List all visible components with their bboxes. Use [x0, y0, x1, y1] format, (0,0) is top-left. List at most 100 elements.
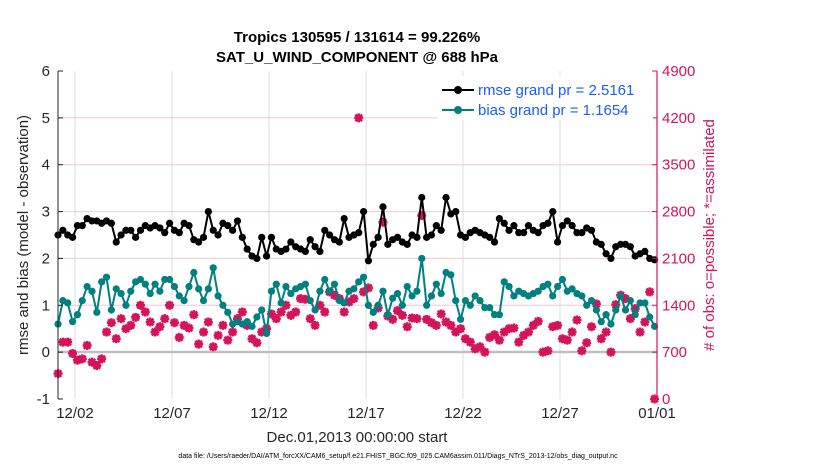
bias-point	[413, 287, 421, 295]
bias-point	[350, 285, 358, 293]
obs-possible-marker	[181, 322, 187, 328]
bias-point	[88, 287, 96, 295]
obs-count-point	[567, 327, 577, 337]
obs-possible-marker	[152, 329, 158, 335]
rmse-point	[306, 236, 314, 244]
obs-count-point	[620, 294, 630, 304]
obs-count-point	[237, 307, 247, 317]
obs-possible-marker	[608, 349, 614, 355]
bias-point	[136, 275, 145, 284]
x-tick-label: 12/02	[56, 405, 94, 422]
obs-possible-marker	[322, 309, 328, 315]
rmse-point	[597, 240, 605, 248]
bias-point	[204, 285, 212, 293]
obs-possible-marker	[448, 322, 454, 328]
ticks: -1 0 1 2 3 4 5 6 0 700 1400 2100 2800 3500 4200 4900 12/…	[37, 63, 696, 422]
obs-possible-marker	[278, 309, 284, 315]
obs-count-point	[368, 320, 378, 330]
obs-possible-marker	[317, 302, 323, 308]
obs-possible-marker	[598, 336, 604, 342]
obs-count-point	[582, 338, 592, 348]
obs-count-point	[465, 337, 475, 347]
bias-point	[379, 287, 387, 295]
rmse-point	[563, 217, 571, 225]
bias-point	[243, 318, 251, 326]
bias-point	[393, 289, 402, 298]
rmse-point	[253, 254, 261, 263]
obs-possible-marker	[492, 332, 498, 338]
bias-point	[287, 289, 295, 298]
legend-rmse-marker	[454, 86, 462, 94]
bias-point	[447, 271, 455, 279]
bias-point	[500, 278, 508, 286]
obs-count-point	[116, 314, 126, 324]
obs-possible-marker	[167, 302, 173, 308]
bias-point	[646, 313, 654, 321]
obs-possible-marker	[113, 336, 119, 342]
obs-count-point	[475, 342, 485, 352]
obs-possible-marker	[351, 296, 357, 302]
obs-count-point	[320, 307, 330, 317]
chart-subtitle: SAT_U_WIND_COMPONENT @ 688 hPa	[216, 49, 499, 66]
bias-point	[456, 315, 465, 323]
y2-tick-label: 700	[662, 344, 687, 361]
bias-point	[631, 311, 639, 319]
obs-count-point	[300, 294, 310, 304]
rmse-point	[185, 222, 193, 230]
obs-possible-marker	[647, 289, 653, 295]
obs-count-point	[165, 300, 175, 310]
obs-count-point	[572, 315, 582, 325]
obs-possible-marker	[414, 316, 420, 322]
bias-point	[272, 280, 280, 288]
rmse-point	[607, 254, 615, 263]
rmse-point	[214, 231, 222, 239]
obs-possible-marker	[365, 285, 371, 291]
rmse-point	[452, 207, 460, 216]
rmse-point	[161, 229, 169, 237]
obs-count-point	[160, 314, 170, 324]
bias-point	[505, 282, 513, 291]
rmse-point	[229, 226, 237, 234]
bias-point	[495, 311, 503, 319]
bias-point	[578, 292, 586, 300]
y-tick-label: 2	[42, 250, 50, 267]
rmse-point	[364, 257, 373, 265]
obs-possible-marker	[555, 322, 561, 328]
obs-count-point	[514, 337, 524, 347]
rmse-point	[461, 233, 470, 241]
obs-count-point	[494, 335, 504, 345]
obs-possible-marker	[370, 322, 376, 328]
obs-count-point	[645, 287, 655, 297]
obs-count-point	[436, 309, 446, 319]
rmse-point	[238, 233, 246, 241]
obs-count-point	[305, 314, 315, 324]
obs-count-point	[354, 113, 364, 123]
x-axis-label: Dec.01,2013 00:00:00 start	[267, 429, 449, 446]
obs-count-point	[456, 324, 466, 334]
obs-possible-marker	[356, 115, 362, 121]
bias-point	[583, 301, 591, 309]
obs-possible-marker	[239, 309, 245, 315]
obs-count-point	[480, 347, 490, 357]
obs-possible-marker	[341, 309, 347, 315]
rmse-point	[136, 226, 145, 234]
rmse-point	[156, 224, 164, 232]
bias-point	[102, 273, 111, 281]
obs-count-point	[388, 314, 398, 324]
obs-possible-marker	[302, 296, 308, 302]
obs-possible-marker	[467, 339, 473, 345]
bias-point	[423, 301, 431, 309]
bias-point	[621, 306, 630, 314]
rmse-point	[287, 238, 295, 246]
bias-point	[326, 287, 334, 295]
y2-tick-label: 1400	[662, 297, 695, 314]
bias-point	[282, 282, 290, 291]
bias-point	[403, 282, 411, 291]
bias-point	[253, 313, 261, 321]
bias-point	[476, 297, 484, 305]
rmse-point	[384, 240, 392, 248]
rmse-point	[199, 233, 208, 241]
obs-possible-marker	[458, 326, 464, 332]
obs-count-point	[145, 317, 155, 327]
bias-point	[117, 289, 125, 298]
